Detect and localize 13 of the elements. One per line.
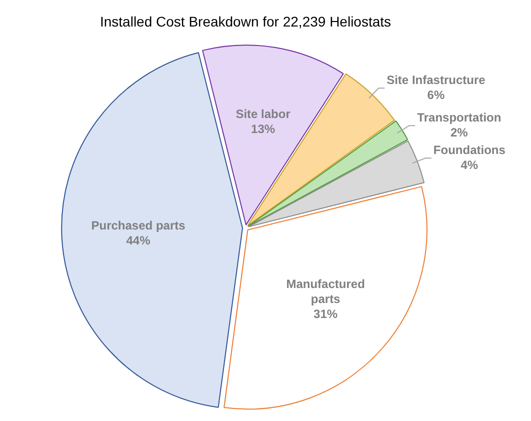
slice-label: Site Infastructure	[386, 72, 486, 87]
slice-label: Transportation	[417, 110, 502, 124]
slice-label: Purchased parts	[91, 218, 186, 233]
slice-label: Manufactured parts	[286, 276, 365, 306]
chart-title: Installed Cost Breakdown for 22,239 Heliostats	[100, 13, 392, 30]
data-label: 13%	[251, 122, 276, 136]
data-label: 44%	[126, 234, 151, 248]
data-label: 6%	[427, 88, 445, 102]
data-label: 2%	[450, 125, 468, 140]
slice-label: Foundations	[433, 142, 506, 157]
slice-label: Site labor	[236, 106, 291, 121]
data-label: 31%	[314, 306, 338, 321]
data-label: 4%	[460, 158, 478, 172]
